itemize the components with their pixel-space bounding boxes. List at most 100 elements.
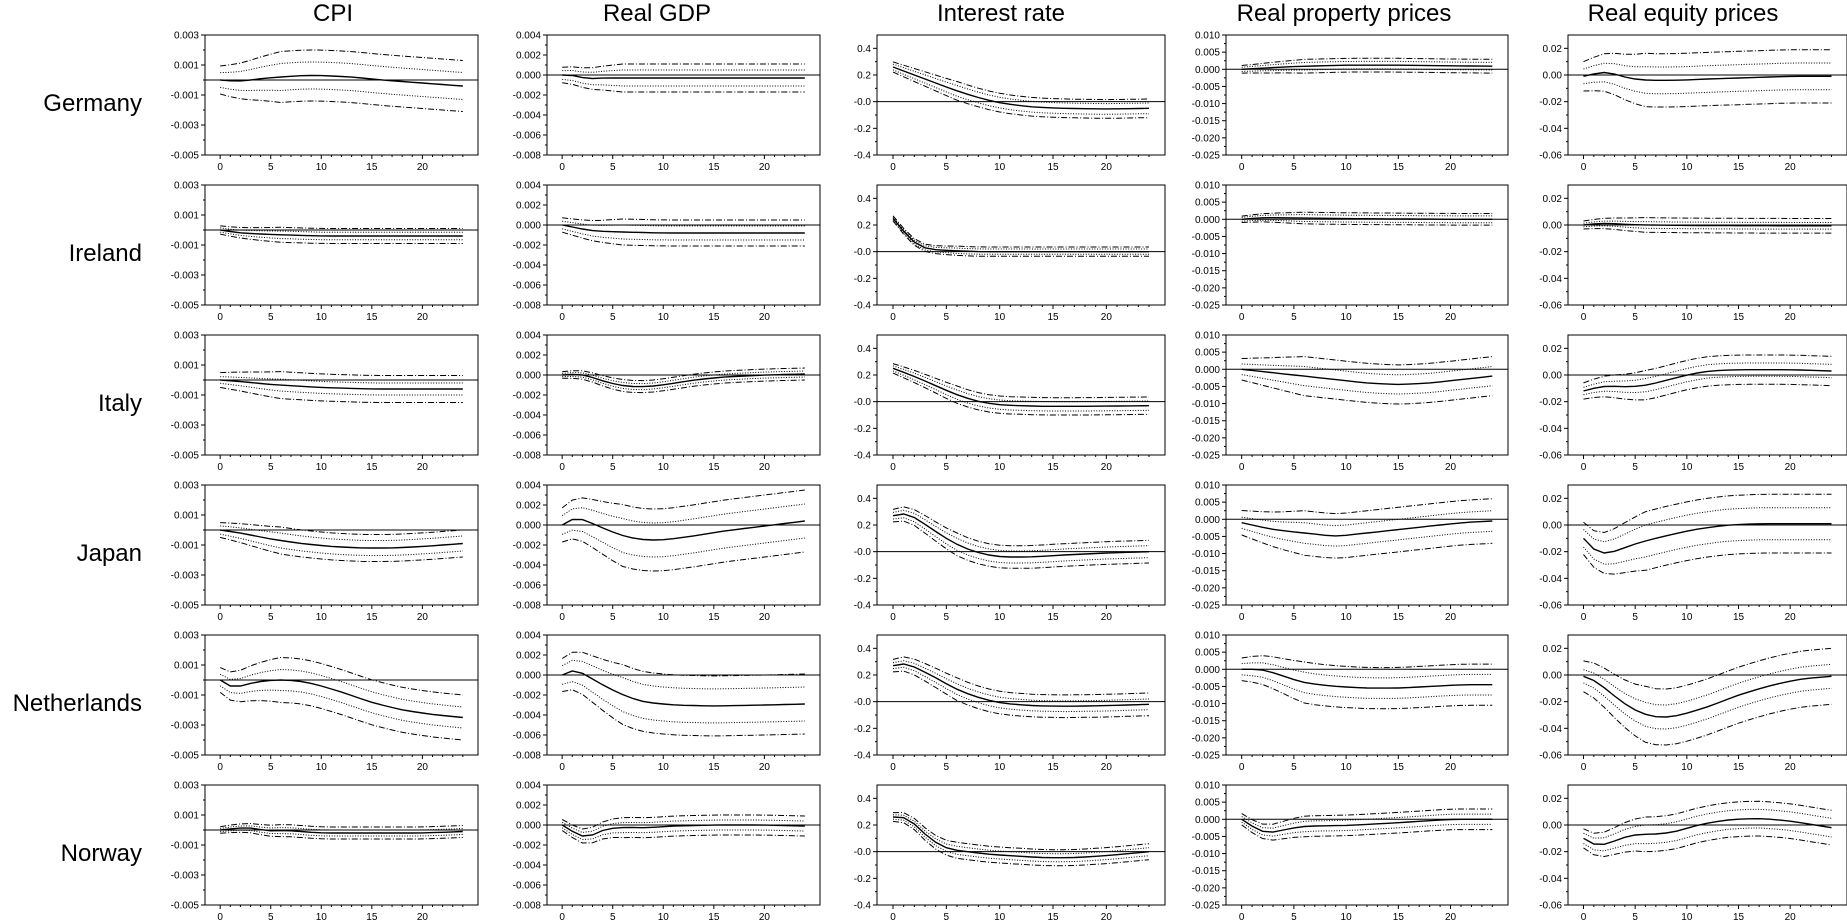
y-tick-label: 0.000: [1195, 215, 1220, 226]
outer-band-upper: [1583, 493, 1832, 534]
y-tick-label: -0.002: [513, 241, 542, 252]
row-label-ireland: Ireland: [69, 240, 142, 267]
x-tick-label: 20: [1445, 912, 1457, 923]
inner-band-upper: [562, 370, 805, 385]
x-tick-label: 5: [1632, 312, 1638, 323]
y-tick-label: 0.005: [1195, 348, 1220, 359]
median-response-line: [892, 816, 1150, 859]
y-tick-label: -0.006: [513, 881, 542, 892]
y-tick-label: 0.001: [174, 211, 199, 222]
inner-band-upper: [220, 61, 463, 74]
outer-band-upper: [1241, 808, 1493, 825]
panel-japan-interest-rate: 0.4 0.2 -0.0 -0.2 -0.4 0 5 10 15 20: [854, 484, 1166, 623]
x-tick-label: 0: [1239, 612, 1245, 623]
outer-band-upper: [1241, 498, 1493, 515]
y-tick-label: -0.4: [854, 451, 872, 462]
panel-frame: [876, 484, 1166, 606]
panel-norway-interest-rate: 0.4 0.2 -0.0 -0.2 -0.4 0 5 10 15 20: [854, 784, 1166, 923]
y-tick-label: -0.04: [1539, 424, 1562, 435]
x-tick-label: 20: [1101, 612, 1113, 623]
x-tick-label: 15: [1393, 312, 1405, 323]
y-tick-label: 0.4: [857, 794, 871, 805]
y-tick-label: -0.0: [854, 847, 872, 858]
y-tick-label: -0.02: [1539, 247, 1562, 258]
panel-netherlands-real-gdp: 0.004 0.002 0.000 -0.002 -0.004 -0.006 -0.008 0…: [513, 631, 821, 773]
x-tick-label: 5: [1291, 912, 1297, 923]
y-tick-label: -0.2: [854, 874, 872, 885]
y-tick-label: 0.010: [1195, 331, 1220, 342]
y-tick-label: -0.004: [513, 111, 542, 122]
y-tick-label: 0.00: [1543, 521, 1563, 532]
x-tick-label: 10: [994, 312, 1006, 323]
outer-band-upper: [892, 656, 1150, 696]
inner-band-lower: [220, 533, 463, 556]
x-tick-label: 5: [1291, 312, 1297, 323]
median-response-line: [220, 379, 463, 390]
x-tick-label: 20: [759, 762, 771, 773]
x-tick-label: 15: [1393, 762, 1405, 773]
y-tick-label: -0.04: [1539, 124, 1562, 135]
outer-band-lower: [220, 536, 463, 562]
median-response-line: [561, 824, 805, 837]
inner-band-lower: [220, 86, 463, 100]
inner-band-upper: [892, 216, 1149, 250]
y-tick-label: -0.02: [1539, 97, 1562, 108]
row-label-germany: Germany: [43, 90, 142, 117]
outer-band-upper: [892, 215, 1149, 248]
x-tick-label: 20: [417, 312, 429, 323]
outer-band-upper: [220, 225, 463, 229]
panel-ireland-real-equity-prices: 0.02 0.00 -0.02 -0.04 -0.06 0 5 10 15 20: [1539, 184, 1847, 323]
panel-italy-cpi: 0.003 0.001 -0.001 -0.003 -0.005 0 5 10 15 20: [171, 331, 479, 473]
x-tick-label: 0: [559, 762, 565, 773]
x-tick-label: 5: [1291, 462, 1297, 473]
panel-frame: [546, 784, 821, 906]
y-tick-label: -0.004: [513, 261, 542, 272]
y-tick-label: -0.0: [854, 97, 872, 108]
x-tick-label: 0: [1239, 312, 1245, 323]
y-tick-label: -0.008: [513, 151, 542, 162]
y-tick-label: -0.4: [854, 601, 872, 612]
x-tick-label: 5: [1632, 462, 1638, 473]
outer-band-lower: [220, 831, 463, 840]
y-tick-label: 0.02: [1543, 194, 1563, 205]
y-tick-label: 0.2: [857, 221, 871, 232]
x-tick-label: 20: [1785, 912, 1797, 923]
y-tick-label: -0.005: [1192, 82, 1221, 93]
y-tick-label: -0.006: [513, 131, 542, 142]
x-tick-label: 20: [1445, 612, 1457, 623]
x-tick-label: 0: [890, 162, 896, 173]
outer-band-lower: [1583, 691, 1832, 746]
x-tick-label: 0: [890, 312, 896, 323]
y-tick-label: -0.003: [171, 571, 200, 582]
panel-germany-cpi: 0.003 0.001 -0.001 -0.003 -0.005 0 5 10 15 20: [171, 31, 479, 173]
y-tick-label: -0.4: [854, 301, 872, 312]
x-tick-label: 20: [417, 762, 429, 773]
x-tick-label: 10: [994, 612, 1006, 623]
x-tick-label: 10: [1341, 312, 1353, 323]
x-tick-label: 10: [1681, 162, 1693, 173]
inner-band-upper: [1241, 813, 1493, 829]
panel-japan-cpi: 0.003 0.001 -0.001 -0.003 -0.005 0 5 10 15 20: [171, 481, 479, 623]
y-tick-label: 0.004: [516, 631, 541, 642]
y-tick-label: 0.000: [516, 821, 541, 832]
inner-band-lower: [892, 517, 1150, 564]
inner-band-upper: [1583, 220, 1832, 224]
panel-italy-real-property-prices: 0.010 0.005 0.000 -0.005 -0.010 -0.015 -0.020 -…: [1192, 331, 1509, 473]
outer-band-upper: [1583, 647, 1832, 690]
outer-band-upper: [892, 363, 1150, 399]
y-tick-label: -0.005: [1192, 532, 1221, 543]
y-tick-label: -0.005: [1192, 232, 1221, 243]
panel-norway-real-gdp: 0.004 0.002 0.000 -0.002 -0.004 -0.006 -0.008 0…: [513, 781, 821, 923]
x-tick-label: 0: [890, 462, 896, 473]
y-tick-label: -0.001: [171, 391, 200, 402]
median-response-line: [1583, 222, 1832, 227]
y-tick-label: -0.0: [854, 697, 872, 708]
outer-band-lower: [1583, 383, 1832, 401]
outer-band-lower: [562, 82, 805, 93]
y-tick-label: -0.003: [171, 271, 200, 282]
outer-band-upper: [561, 489, 805, 510]
y-tick-label: -0.005: [171, 451, 200, 462]
panel-norway-real-equity-prices: 0.02 0.00 -0.02 -0.04 -0.06 0 5 10 15 20: [1539, 784, 1847, 923]
row-labels: Germany Ireland Italy Japan Netherlands …: [13, 90, 142, 867]
x-tick-label: 0: [1581, 162, 1587, 173]
